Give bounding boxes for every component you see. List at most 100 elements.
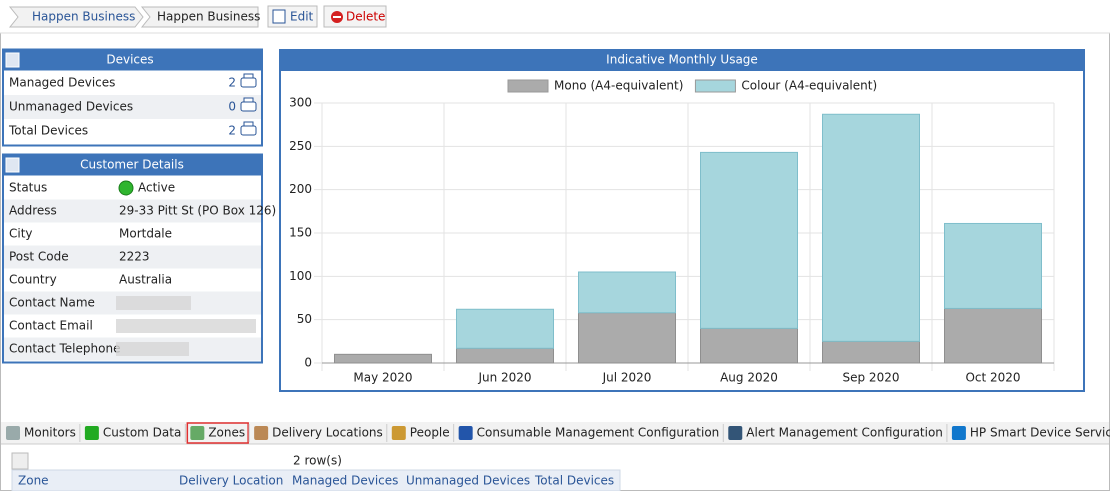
bar <box>456 308 554 349</box>
device-count[interactable]: 2 <box>228 76 236 90</box>
legend-label: Colour (A4-equivalent) <box>741 79 877 93</box>
field-label: Contact Email <box>9 319 93 333</box>
tab-label[interactable]: Zones <box>208 426 245 440</box>
y-tick-label: 0 <box>304 356 312 370</box>
tab-icon <box>391 426 406 440</box>
bar <box>578 312 676 364</box>
tab-label[interactable]: Monitors <box>24 426 76 440</box>
y-tick-label: 300 <box>289 96 312 110</box>
x-tick-label: Oct 2020 <box>965 371 1020 385</box>
breadcrumb-link[interactable]: Happen Business <box>32 10 135 24</box>
device-count[interactable]: 0 <box>228 100 236 114</box>
tab-icon <box>728 426 743 440</box>
bar <box>944 307 1042 364</box>
column-header[interactable]: Total Devices <box>534 474 614 488</box>
breadcrumb-item <box>140 6 259 28</box>
panel-title: Customer Details <box>80 158 184 172</box>
printer-icon <box>240 125 257 136</box>
bar <box>578 271 676 314</box>
column-header[interactable]: Zone <box>18 474 49 488</box>
panel-header <box>280 50 1084 71</box>
legend-swatch <box>507 79 549 93</box>
redacted-value <box>116 296 191 310</box>
tab-label[interactable]: Alert Management Configuration <box>746 426 943 440</box>
delete-label[interactable]: Delete <box>346 10 385 24</box>
printer-icon <box>240 101 257 112</box>
tab-selected <box>186 422 249 444</box>
row-count: 2 row(s) <box>293 454 342 468</box>
status-icon <box>118 180 134 196</box>
x-tick-label: Aug 2020 <box>720 371 778 385</box>
device-label: Managed Devices <box>9 76 115 90</box>
panel-header <box>3 154 262 176</box>
tab-label[interactable]: Consumable Management Configuration <box>477 426 720 440</box>
tab-label[interactable]: People <box>410 426 450 440</box>
field-value: Mortdale <box>119 227 172 241</box>
field-label: Status <box>9 181 47 195</box>
field-label: Contact Telephone <box>9 342 120 356</box>
bar <box>700 327 798 364</box>
field-label: Address <box>9 204 57 218</box>
tab-icon <box>254 426 269 440</box>
tab-icon <box>6 426 20 440</box>
panel-icon <box>5 52 20 68</box>
field-value: Australia <box>119 273 172 287</box>
printer-icon-top <box>243 73 254 79</box>
y-tick-label: 100 <box>289 269 312 283</box>
tab-label[interactable]: Delivery Locations <box>272 426 383 440</box>
tab-icon <box>951 426 966 440</box>
table-header <box>11 469 621 491</box>
table-icon <box>11 452 29 470</box>
y-tick-label: 150 <box>289 226 312 240</box>
tab-icon <box>458 426 473 440</box>
printer-icon <box>240 77 257 88</box>
column-header[interactable]: Unmanaged Devices <box>406 474 530 488</box>
device-label: Total Devices <box>8 124 88 138</box>
panel-icon <box>5 157 20 173</box>
legend-swatch <box>694 79 736 93</box>
x-tick-label: Sep 2020 <box>843 371 900 385</box>
redacted-value <box>116 319 256 333</box>
y-tick-label: 50 <box>297 312 312 326</box>
bar <box>334 353 432 364</box>
printer-icon-top <box>243 121 254 127</box>
breadcrumb-item[interactable] <box>8 6 144 28</box>
field-label: Post Code <box>9 250 69 264</box>
chart-title: Indicative Monthly Usage <box>606 53 758 67</box>
bar <box>944 222 1042 309</box>
legend-label: Mono (A4-equivalent) <box>554 79 683 93</box>
tab-label[interactable]: Custom Data <box>103 426 181 440</box>
delete-icon-bar <box>333 16 341 18</box>
row-bg <box>4 245 261 269</box>
bar <box>456 347 554 364</box>
panel-title: Devices <box>106 53 153 67</box>
tab-icon <box>84 426 99 440</box>
y-tick-label: 250 <box>289 139 312 153</box>
field-value: Active <box>138 181 175 195</box>
panel-header <box>3 49 262 71</box>
field-value: 29-33 Pitt St (PO Box 126) <box>119 204 276 218</box>
row-bg <box>4 95 261 119</box>
redacted-value <box>116 342 189 356</box>
device-count[interactable]: 2 <box>228 124 236 138</box>
tab-icon <box>190 426 205 440</box>
field-label: Contact Name <box>9 296 95 310</box>
row-bg <box>4 199 261 223</box>
x-tick-label: May 2020 <box>353 371 412 385</box>
field-label: City <box>9 227 33 241</box>
device-label: Unmanaged Devices <box>9 100 133 114</box>
bar <box>822 340 920 364</box>
column-header[interactable]: Delivery Location <box>179 474 283 488</box>
tab-bar <box>1 422 1109 444</box>
edit-icon <box>272 9 286 24</box>
x-tick-label: Jun 2020 <box>477 371 531 385</box>
edit-label[interactable]: Edit <box>290 10 314 24</box>
bar <box>822 113 920 342</box>
printer-icon-top <box>243 97 254 103</box>
tab-label[interactable]: HP Smart Device Services <box>970 426 1110 440</box>
field-label: Country <box>9 273 57 287</box>
breadcrumb-current: Happen Business <box>157 10 260 24</box>
x-tick-label: Jul 2020 <box>602 371 652 385</box>
column-header[interactable]: Managed Devices <box>292 474 398 488</box>
